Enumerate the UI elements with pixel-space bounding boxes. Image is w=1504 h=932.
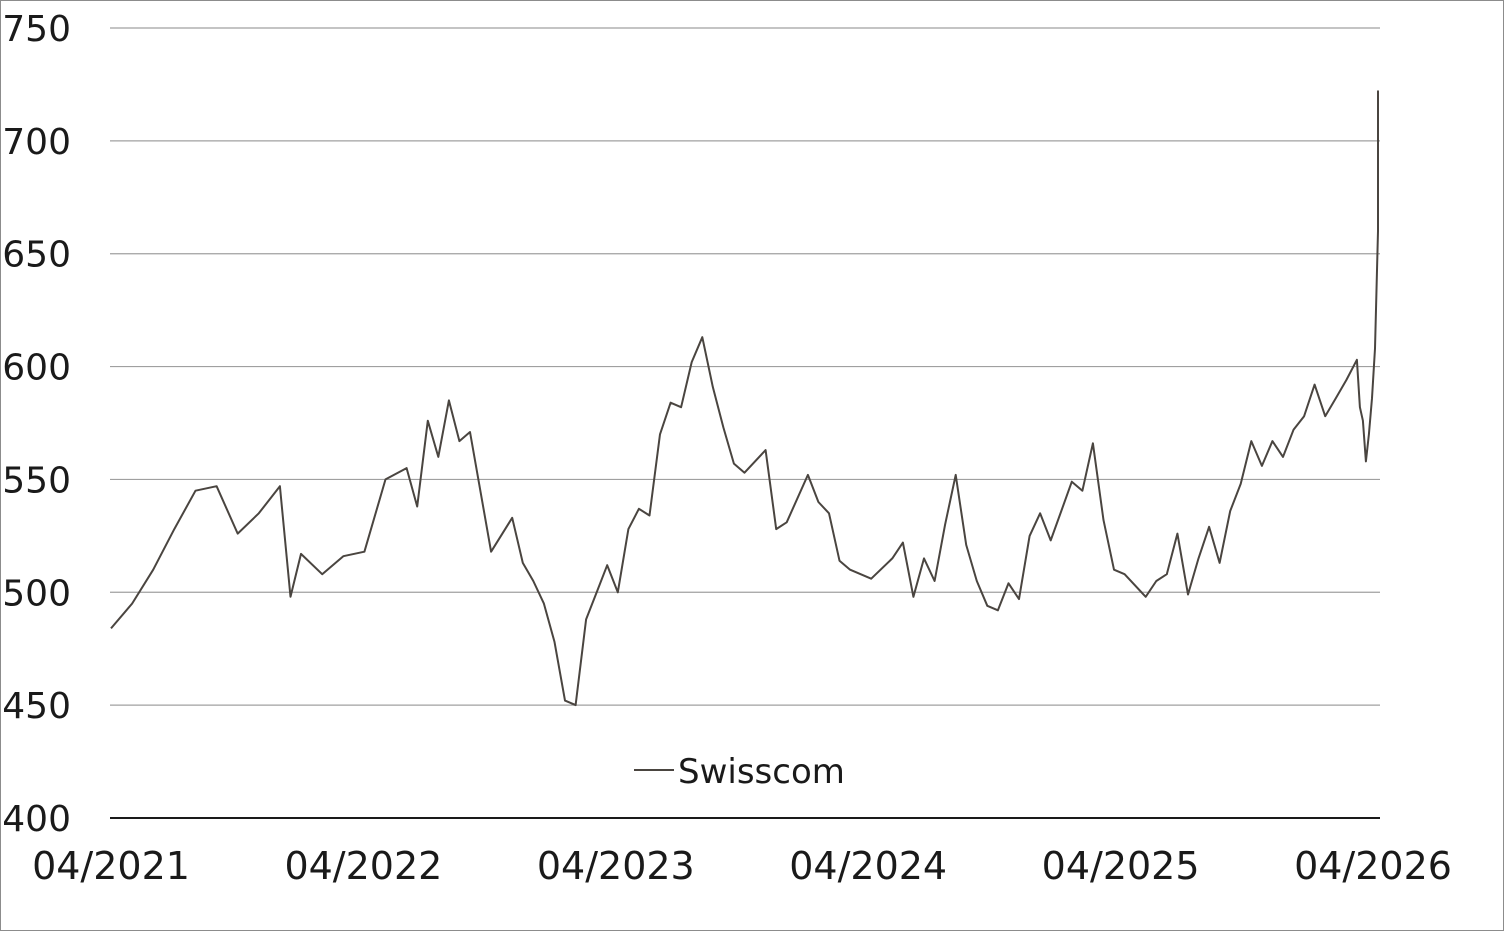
- x-tick-label-04-2023: 04/2023: [537, 844, 695, 888]
- x-axis-ticks: 04/2021 04/2022 04/2023 04/2024 04/2025 04/20…: [32, 844, 1452, 888]
- x-tick-label-04-2026: 04/2026: [1294, 844, 1452, 888]
- y-tick-label-450: 450: [2, 686, 71, 727]
- gridlines: [110, 28, 1380, 705]
- x-tick-label-04-2021: 04/2021: [32, 844, 190, 888]
- y-tick-label-550: 550: [2, 460, 71, 501]
- y-tick-label-400: 400: [2, 799, 71, 840]
- x-tick-label-04-2024: 04/2024: [789, 844, 947, 888]
- legend: Swisscom: [634, 752, 845, 792]
- y-axis-ticks: 400 450 500 550 600 650 700 750: [2, 9, 71, 840]
- y-tick-label-700: 700: [2, 122, 71, 163]
- x-tick-label-04-2022: 04/2022: [284, 844, 442, 888]
- y-tick-label-650: 650: [2, 235, 71, 276]
- y-tick-label-600: 600: [2, 348, 71, 389]
- series-group: [111, 91, 1378, 705]
- x-tick-label-04-2025: 04/2025: [1042, 844, 1200, 888]
- y-tick-label-500: 500: [2, 573, 71, 614]
- series-line-swisscom: [111, 91, 1378, 705]
- legend-label-swisscom: Swisscom: [678, 752, 845, 792]
- y-tick-label-750: 750: [2, 9, 71, 50]
